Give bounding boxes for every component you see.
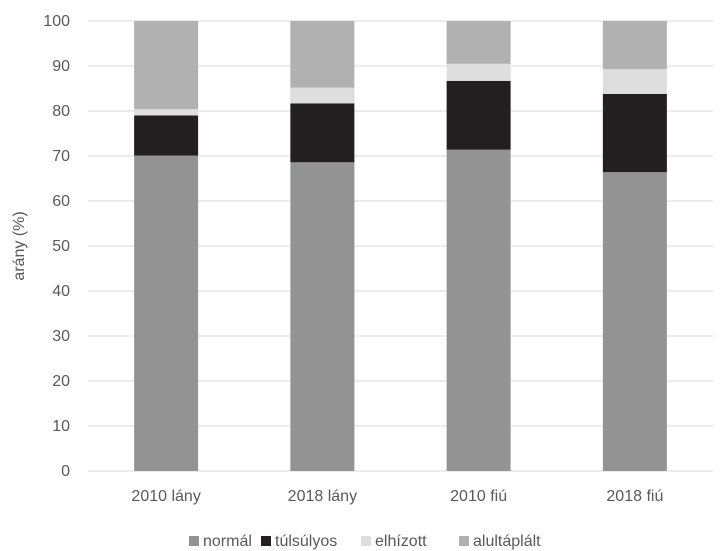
- x-tick-label: 2018 lány: [288, 488, 357, 505]
- legend-swatch: [361, 536, 371, 546]
- bar-segment: [446, 63, 511, 81]
- x-axis-ticks: 2010 lány 2018 lány 2010 fiú 2018 fiú: [131, 488, 663, 505]
- y-tick-label: 90: [52, 58, 70, 75]
- bar-segment: [290, 103, 355, 163]
- legend-swatch: [459, 536, 469, 546]
- y-axis-ticks: 0 10 20 30 40 50 60 70 80 90 100: [43, 13, 70, 480]
- y-tick-label: 50: [52, 238, 70, 255]
- y-tick-label: 0: [61, 463, 70, 480]
- y-tick-label: 100: [43, 13, 70, 30]
- legend-swatch: [189, 536, 199, 546]
- bar-segment: [446, 149, 511, 471]
- y-tick-label: 60: [52, 193, 70, 210]
- y-tick-label: 80: [52, 103, 70, 120]
- bar-segment: [602, 69, 667, 94]
- x-tick-label: 2010 lány: [131, 488, 200, 505]
- legend-label: elhízott: [375, 533, 427, 550]
- legend-label: alultáplált: [473, 533, 541, 550]
- bar-segment: [134, 115, 199, 156]
- y-tick-label: 10: [52, 418, 70, 435]
- bar-segment: [602, 93, 667, 173]
- bar-segment: [290, 21, 355, 88]
- bar-segment: [134, 21, 199, 110]
- x-tick-label: 2010 fiú: [450, 488, 507, 505]
- bar-segment: [134, 155, 199, 472]
- bar-segment: [290, 162, 355, 472]
- bar-segment: [290, 87, 355, 104]
- legend-label: normál: [203, 533, 252, 550]
- bar-segment: [134, 109, 199, 116]
- legend-swatch: [261, 536, 271, 546]
- y-tick-label: 20: [52, 373, 70, 390]
- y-tick-label: 30: [52, 328, 70, 345]
- y-tick-label: 40: [52, 283, 70, 300]
- bar-segment: [602, 21, 667, 70]
- x-tick-label: 2018 fiú: [606, 488, 663, 505]
- y-tick-label: 70: [52, 148, 70, 165]
- bar-segment: [446, 21, 511, 64]
- legend-label: túlsúlyos: [275, 533, 337, 550]
- bar-segment: [602, 172, 667, 471]
- y-axis-title: arány (%): [11, 211, 28, 280]
- bars: [134, 21, 667, 472]
- bar-segment: [446, 80, 511, 150]
- legend: normál túlsúlyos elhízott alultáplált: [189, 533, 541, 550]
